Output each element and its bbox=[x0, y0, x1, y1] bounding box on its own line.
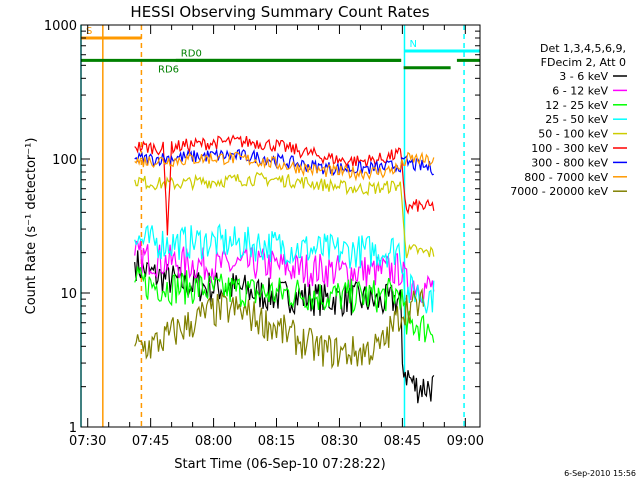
marker-label-3: RD0 bbox=[181, 48, 202, 59]
legend-label-3: 25 - 50 keV bbox=[545, 113, 608, 126]
x-tick-label-3: 08:15 bbox=[258, 434, 295, 449]
series-line-3 bbox=[134, 223, 435, 314]
series-line-2 bbox=[134, 266, 435, 343]
y-tick-label-3: 1000 bbox=[44, 19, 77, 34]
x-tick-label-5: 08:45 bbox=[384, 434, 421, 449]
x-axis-label: Start Time (06-Sep-10 07:28:22) bbox=[174, 457, 385, 472]
legend-label-2: 12 - 25 keV bbox=[545, 99, 608, 112]
axes: 1 10 100 1000 07:30 07:45 08:00 08:15 08:30 08:45… bbox=[44, 19, 484, 449]
x-tick-label-0: 07:30 bbox=[69, 434, 106, 449]
legend-label-4: 50 - 100 keV bbox=[538, 128, 608, 141]
marker-label-0: S bbox=[86, 26, 92, 37]
series-lines bbox=[134, 134, 435, 404]
x-tick-label-1: 07:45 bbox=[132, 434, 169, 449]
marker-label-1: N bbox=[410, 39, 417, 50]
legend-label-6: 300 - 800 keV bbox=[531, 156, 608, 169]
series-line-7 bbox=[134, 151, 435, 182]
legend-header-1: FDecim 2, Att 0 bbox=[541, 56, 626, 69]
legend-label-8: 7000 - 20000 keV bbox=[510, 185, 608, 198]
y-tick-label-0: 1 bbox=[69, 421, 77, 436]
y-tick-label-2: 100 bbox=[52, 153, 77, 168]
y-tick-label-1: 10 bbox=[60, 287, 77, 302]
footer-timestamp: 6-Sep-2010 15:56 bbox=[564, 469, 636, 478]
legend-label-5: 100 - 300 keV bbox=[531, 142, 608, 155]
legend-label-0: 3 - 6 keV bbox=[559, 70, 608, 83]
marker-label-2: RD6 bbox=[158, 64, 179, 75]
series-line-4 bbox=[134, 171, 435, 259]
legend: Det 1,3,4,5,6,9,FDecim 2, Att 03 - 6 keV… bbox=[510, 42, 627, 198]
legend-label-1: 6 - 12 keV bbox=[552, 84, 608, 97]
y-axis-label: Count Rate (s⁻¹ detector⁻¹) bbox=[24, 138, 39, 315]
legend-label-7: 800 - 7000 keV bbox=[524, 171, 608, 184]
x-tick-label-6: 09:00 bbox=[447, 434, 484, 449]
legend-header-0: Det 1,3,4,5,6,9, bbox=[540, 42, 626, 55]
x-tick-label-4: 08:30 bbox=[321, 434, 358, 449]
series-line-1 bbox=[134, 240, 435, 304]
chart-title: HESSI Observing Summary Count Rates bbox=[130, 3, 429, 21]
series-line-8 bbox=[134, 287, 424, 370]
series-line-5 bbox=[134, 134, 435, 236]
plot-frame bbox=[80, 24, 481, 428]
x-tick-label-2: 08:00 bbox=[195, 434, 232, 449]
